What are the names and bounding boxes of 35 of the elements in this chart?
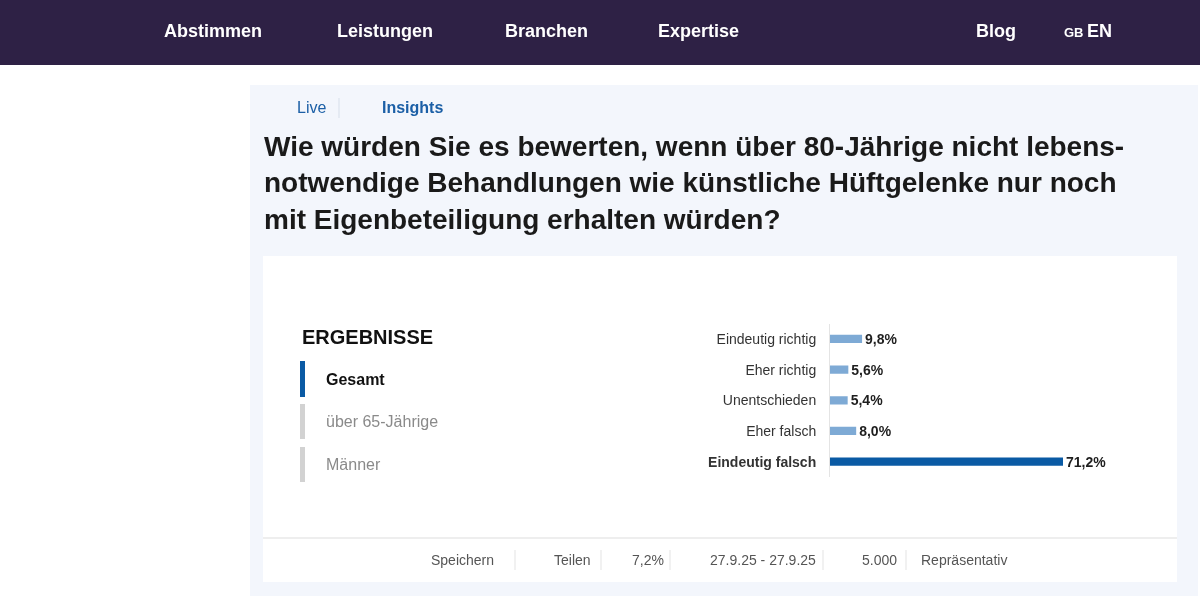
text: Repräsentativ — [921, 552, 1008, 568]
bar — [830, 365, 849, 374]
data-label: 8,0% — [859, 422, 892, 439]
text: Live — [297, 99, 327, 116]
bar — [830, 396, 848, 405]
text: Leistungen — [337, 21, 434, 41]
text: 5.000 — [862, 552, 898, 568]
text: Speichern — [431, 552, 495, 568]
bar — [830, 334, 863, 344]
data-label: 5,4% — [850, 392, 884, 409]
text: Männer — [326, 456, 381, 473]
y-tick-label: Eindeutig richtig — [716, 330, 817, 347]
text: Branchen — [505, 21, 589, 41]
text: 7,2% — [632, 552, 664, 568]
data-label: 5,6% — [851, 361, 884, 378]
text: EN — [1087, 21, 1113, 41]
text: ERGEBNISSE — [302, 326, 434, 348]
bar — [830, 426, 857, 436]
y-tick-label: Eindeutig falsch — [708, 453, 817, 470]
text: Expertise — [658, 21, 740, 41]
text: Teilen — [554, 552, 591, 568]
data-label: 71,2% — [1066, 453, 1107, 470]
text: GB — [1064, 25, 1084, 40]
text: Insights — [382, 99, 444, 116]
data-label: 9,8% — [865, 330, 898, 347]
y-tick-label: Eher richtig — [745, 361, 817, 378]
text: Abstimmen — [164, 21, 263, 41]
text: über 65-Jährige — [326, 413, 439, 430]
text: Gesamt — [326, 371, 386, 388]
y-tick-label: Unentschieden — [722, 392, 817, 409]
bar — [830, 457, 1063, 466]
y-tick-label: Eher falsch — [746, 422, 817, 439]
chart-title: Wie würden Sie es bewerten, wenn über 80-Jährige nicht lebens- notwendige Behandlungen wie künstliche Hüftgelenke nur noch mit Eigenbeteiligung erhalten würden? — [264, 131, 1125, 235]
text: 27.9.25 - 27.9.25 — [710, 552, 817, 568]
text: Blog — [976, 21, 1016, 41]
